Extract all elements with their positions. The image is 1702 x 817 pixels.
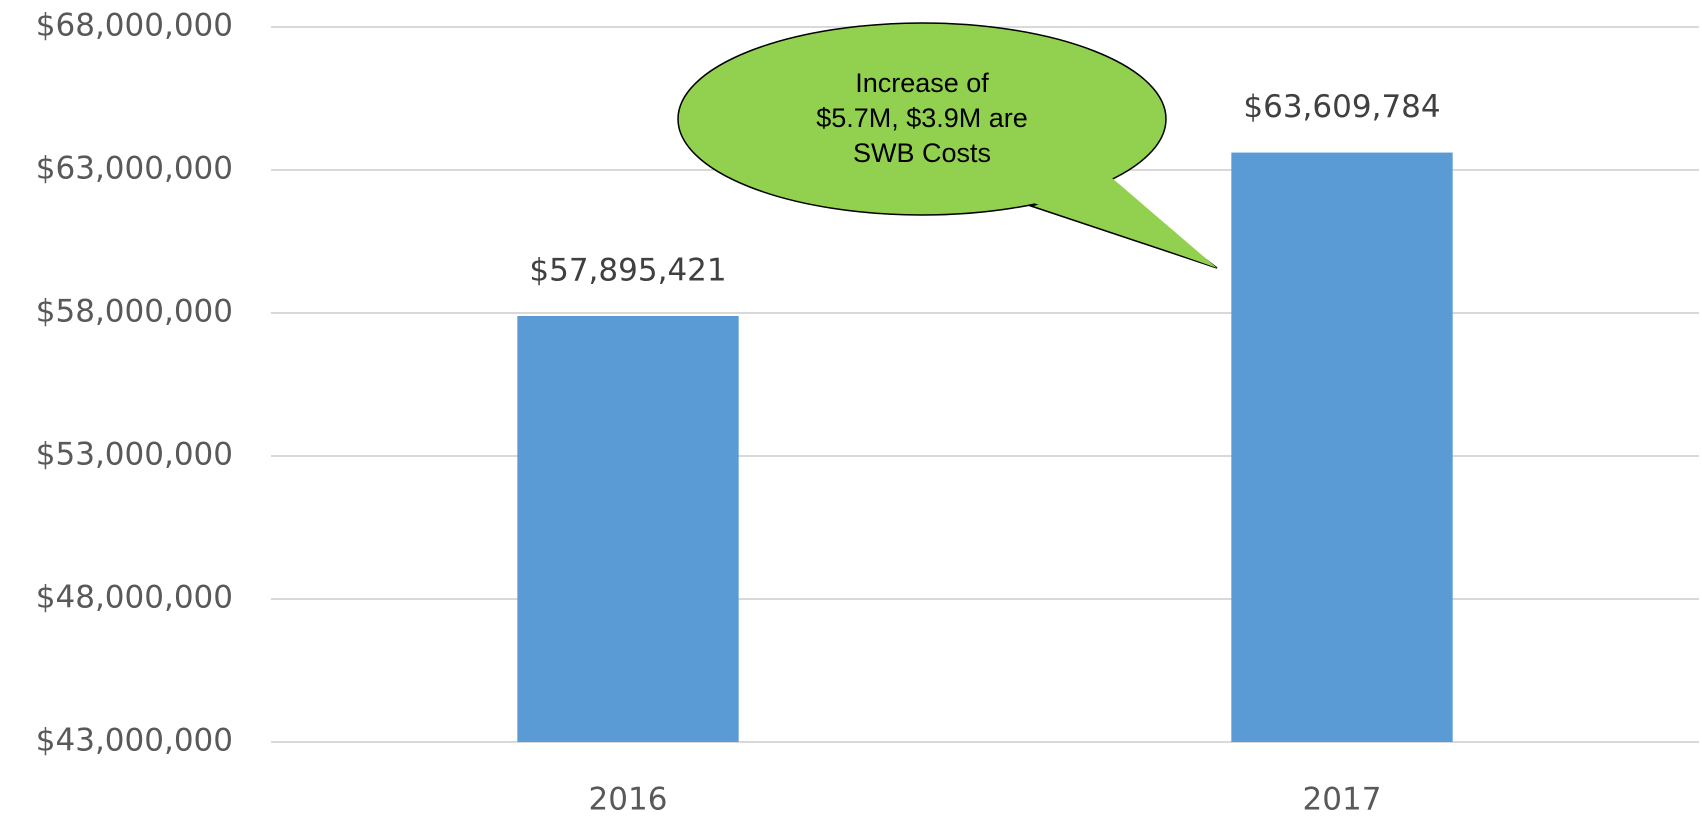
y-tick-label: $48,000,000 <box>36 580 233 616</box>
y-tick-label: $43,000,000 <box>36 723 233 759</box>
y-tick-label: $68,000,000 <box>36 8 233 44</box>
value-label: $63,609,784 <box>1243 89 1440 125</box>
annotation: $5.7M, $3.9M are <box>816 103 1028 133</box>
x-tick-label: 2017 <box>1303 782 1382 817</box>
annotation: Increase of <box>855 68 989 98</box>
y-tick-label: $58,000,000 <box>36 294 233 330</box>
callout-bubble <box>677 22 1167 216</box>
callout-tail-fill <box>1025 178 1217 268</box>
x-tick-label: 2016 <box>589 782 668 817</box>
value-label: $57,895,421 <box>529 252 726 288</box>
annotation: SWB Costs <box>853 138 991 168</box>
y-tick-label: $63,000,000 <box>36 151 233 187</box>
bar <box>517 315 739 742</box>
callout: Increase of $5.7M, $3.9M are SWB Costs <box>677 22 1218 269</box>
y-tick-label: $53,000,000 <box>36 437 233 473</box>
bar <box>1231 152 1453 742</box>
